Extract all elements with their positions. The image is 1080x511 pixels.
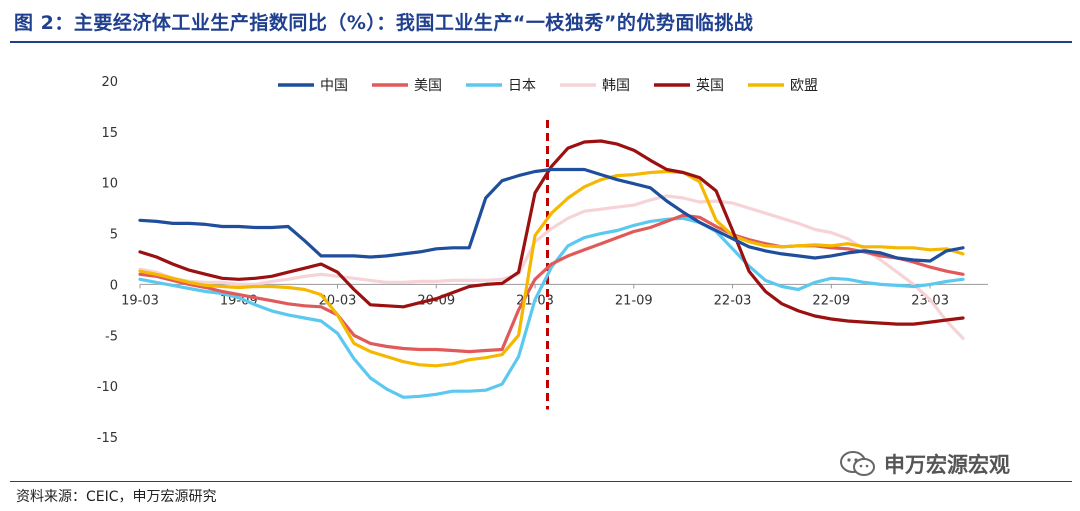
x-tick-label: 21-09 <box>615 293 653 308</box>
y-tick-label: -10 <box>97 380 118 395</box>
legend-label: 日本 <box>508 78 536 94</box>
x-tick-label: 22-09 <box>812 293 850 308</box>
series-layer <box>138 139 965 399</box>
footer-rule <box>10 481 1072 482</box>
series-line <box>138 139 965 326</box>
series-line <box>138 216 965 399</box>
y-tick-label: 5 <box>110 228 118 243</box>
y-tick-label: -15 <box>97 431 118 446</box>
legend-label: 欧盟 <box>790 78 818 94</box>
title-underline <box>10 41 1072 43</box>
watermark-text: 申万宏源宏观 <box>884 453 1010 477</box>
legend-label: 英国 <box>696 77 724 94</box>
series-line <box>138 169 965 368</box>
x-tick-label: 20-09 <box>417 293 455 308</box>
chart-legend: 中国 美国 日本 韩国 英国 欧盟 <box>278 77 818 94</box>
y-tick-label: 20 <box>101 75 118 90</box>
watermark: 申万宏源宏观 <box>838 449 1010 479</box>
x-tick-label: 22-03 <box>714 293 752 308</box>
y-tick-label: 0 <box>110 278 118 293</box>
series-line <box>138 167 965 263</box>
source-note: 资料来源：CEIC，申万宏源研究 <box>16 489 217 505</box>
y-tick-label: 10 <box>101 177 118 192</box>
series-line <box>138 194 965 340</box>
legend-label: 韩国 <box>602 78 630 94</box>
y-tick-label: 15 <box>101 126 118 141</box>
series-line <box>138 213 965 354</box>
y-tick-label: -5 <box>105 329 118 344</box>
legend-label: 美国 <box>414 78 442 94</box>
chart-title: 图 2：主要经济体工业生产指数同比（%）：我国工业生产“一枝独秀”的优势面临挑战 <box>14 12 754 34</box>
wechat-icon <box>840 451 875 476</box>
legend-label: 中国 <box>320 78 348 94</box>
x-tick-label: 19-03 <box>121 293 159 308</box>
